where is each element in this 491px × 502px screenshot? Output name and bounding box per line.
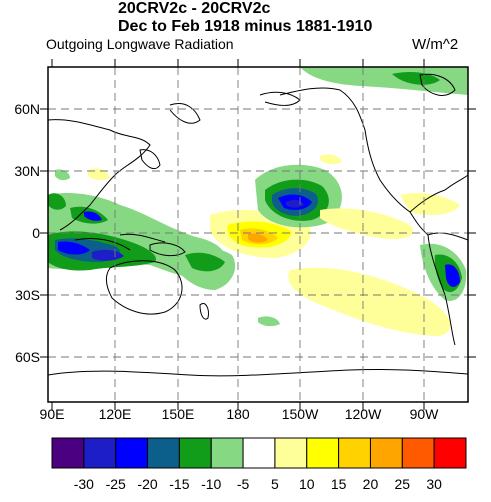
colorbar-swatch xyxy=(242,437,276,469)
coastline-japan xyxy=(139,149,161,170)
coastline-asia xyxy=(48,119,151,231)
coastlines xyxy=(48,73,468,377)
tick-marks xyxy=(40,59,476,410)
colorbar-label: 20 xyxy=(362,476,379,492)
colorbar-label: -25 xyxy=(105,476,126,492)
coastline-australia xyxy=(106,260,183,315)
anomaly-region-maritime-indigo xyxy=(92,249,124,261)
colorbar-label: 30 xyxy=(426,476,442,492)
colorbar-label: 10 xyxy=(298,476,315,492)
anomaly-region-south-indian xyxy=(258,316,280,327)
gridlines xyxy=(48,67,468,402)
map-frame xyxy=(47,66,469,403)
coastline-new-zealand xyxy=(199,303,209,320)
anomaly-region-east-pacific-yellow xyxy=(400,193,460,216)
colorbar-label: -10 xyxy=(201,476,222,492)
lon-label-120e: 120E xyxy=(98,406,132,422)
colorbar-swatch xyxy=(433,437,467,469)
colorbar-label: -30 xyxy=(73,476,94,492)
lon-label-120w: 120W xyxy=(344,406,382,422)
coastline-antarctica xyxy=(48,368,468,377)
anomaly-region-maritime-blue xyxy=(58,241,90,255)
lat-label-eq: 0 xyxy=(32,225,40,241)
coastline-new-guinea xyxy=(149,242,186,257)
anomaly-region-sumatra-blue xyxy=(84,211,102,221)
coastline-north-america xyxy=(279,87,468,213)
colorbar-label: -20 xyxy=(137,476,158,492)
lon-label-90e: 90E xyxy=(39,406,65,422)
colorbar-swatch xyxy=(83,437,117,469)
lon-label-180: 180 xyxy=(226,406,250,422)
lat-label-30n: 30N xyxy=(14,163,40,179)
colorbar-swatch xyxy=(306,437,340,469)
coastline-kamchatka xyxy=(169,103,201,124)
variable-subtitle: Outgoing Longwave Radiation xyxy=(46,36,234,52)
colorbar-label: 5 xyxy=(271,476,279,492)
lat-label-60s: 60S xyxy=(15,349,40,365)
anomaly-region-arctic-dark xyxy=(392,72,440,85)
title-line-1: 20CRV2c - 20CRV2c xyxy=(118,0,271,17)
anomaly-region-ne-pacific-indigo xyxy=(286,199,304,208)
coastline-indonesia xyxy=(74,233,166,251)
lon-label-150e: 150E xyxy=(161,406,195,422)
anomaly-region-south-america-blue xyxy=(445,264,460,287)
colorbar-swatch xyxy=(401,437,435,469)
lat-label-60n: 60N xyxy=(14,101,40,117)
anomaly-region-east-pacific xyxy=(320,208,414,240)
anomaly-region-kuroshio xyxy=(88,168,110,181)
colorbar-label: 15 xyxy=(330,476,347,492)
colorbar-swatch xyxy=(51,437,85,469)
lon-label-150w: 150W xyxy=(281,406,319,422)
colorbar-swatch xyxy=(147,437,180,469)
units-label: W/m^2 xyxy=(412,36,459,53)
colorbar-label: -15 xyxy=(169,476,190,492)
anomaly-region-india xyxy=(48,193,66,210)
anomaly-region-south-pacific xyxy=(288,267,451,336)
colorbar-swatch xyxy=(274,437,308,469)
colorbar-swatch xyxy=(369,437,403,469)
colorbar-swatch xyxy=(178,437,212,469)
anomaly-region-north-pacific-small xyxy=(320,154,342,165)
lon-label-90w: 90W xyxy=(409,406,439,422)
anomaly-region-asia-green xyxy=(55,169,70,181)
anomaly-region-spcz-dark xyxy=(185,252,225,272)
colorbar-swatch xyxy=(115,437,149,469)
coastline-greenland xyxy=(419,73,456,96)
lat-label-30s: 30S xyxy=(15,287,40,303)
coastline-alaska xyxy=(259,91,301,106)
colorbar-swatch xyxy=(338,437,371,469)
colorbar xyxy=(51,437,467,469)
anomaly-region-arctic xyxy=(300,67,468,95)
colorbar-label: 25 xyxy=(394,476,411,492)
colorbar-label: -5 xyxy=(236,476,250,492)
colorbar-swatch xyxy=(210,437,244,469)
anomaly-region-central-pacific-orange xyxy=(248,233,268,243)
title-line-2: Dec to Feb 1918 minus 1881-1910 xyxy=(118,18,373,35)
